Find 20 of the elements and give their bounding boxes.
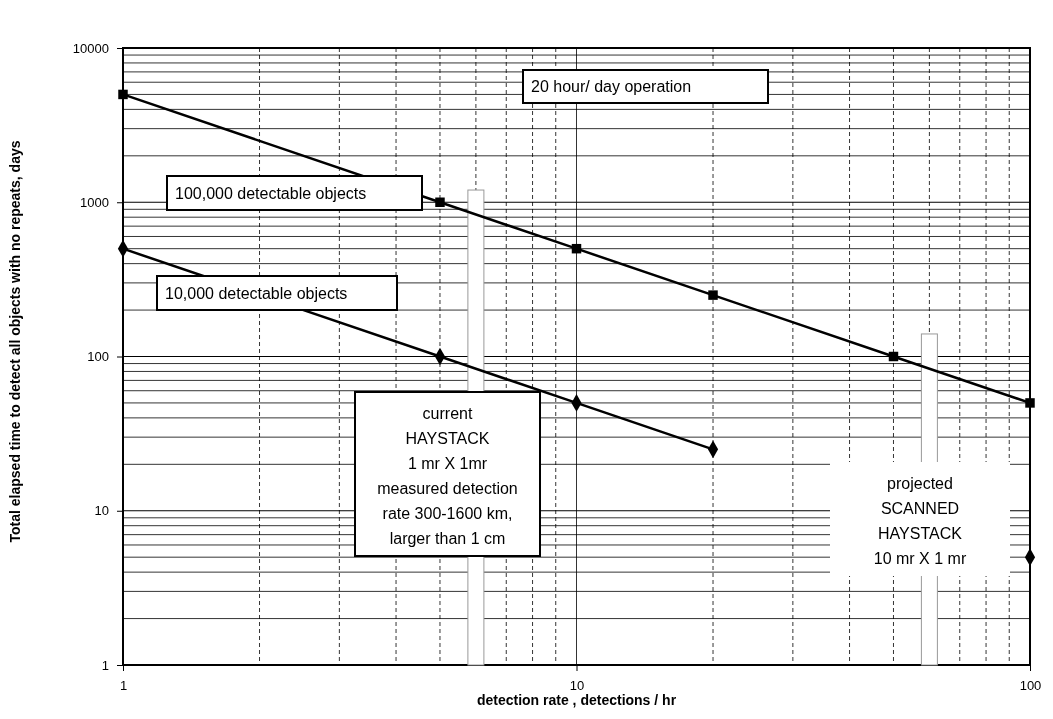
- y-axis-title: Total elapsed time to detect all objects with no repeats, days: [7, 140, 23, 543]
- y-tick-label: 1: [101, 657, 109, 673]
- x-tick-label: 10: [569, 678, 585, 694]
- annotation: 20 hour/ day operation: [531, 77, 692, 95]
- y-tick-label: 10000: [72, 40, 109, 56]
- x-tick-label: 1: [119, 678, 128, 694]
- text-box: projected SCANNED HAYSTACK 10 mr X 1 mr: [830, 462, 1010, 576]
- x-axis-title: detection rate , detections / hr: [476, 692, 677, 708]
- series-label: 100,000 detectable objects: [175, 184, 367, 202]
- series-label: 10,000 detectable objects: [165, 284, 348, 302]
- y-tick-label: 100: [87, 349, 109, 365]
- y-tick-label: 1000: [80, 194, 109, 210]
- y-tick-label: 10: [94, 503, 109, 519]
- text-box: 100,000 detectable objects: [166, 175, 423, 211]
- x-tick-label: 100: [1019, 678, 1042, 694]
- annotation: current HAYSTACK 1 mr X 1mr measured detection rate 300-1600 km, larger than 1 cm: [377, 404, 518, 547]
- text-box: 20 hour/ day operation: [522, 69, 769, 104]
- annotation: projected SCANNED HAYSTACK 10 mr X 1 mr: [873, 474, 967, 567]
- text-box: 10,000 detectable objects: [156, 275, 398, 311]
- text-box: current HAYSTACK 1 mr X 1mr measured detection rate 300-1600 km, larger than 1 cm: [354, 391, 541, 557]
